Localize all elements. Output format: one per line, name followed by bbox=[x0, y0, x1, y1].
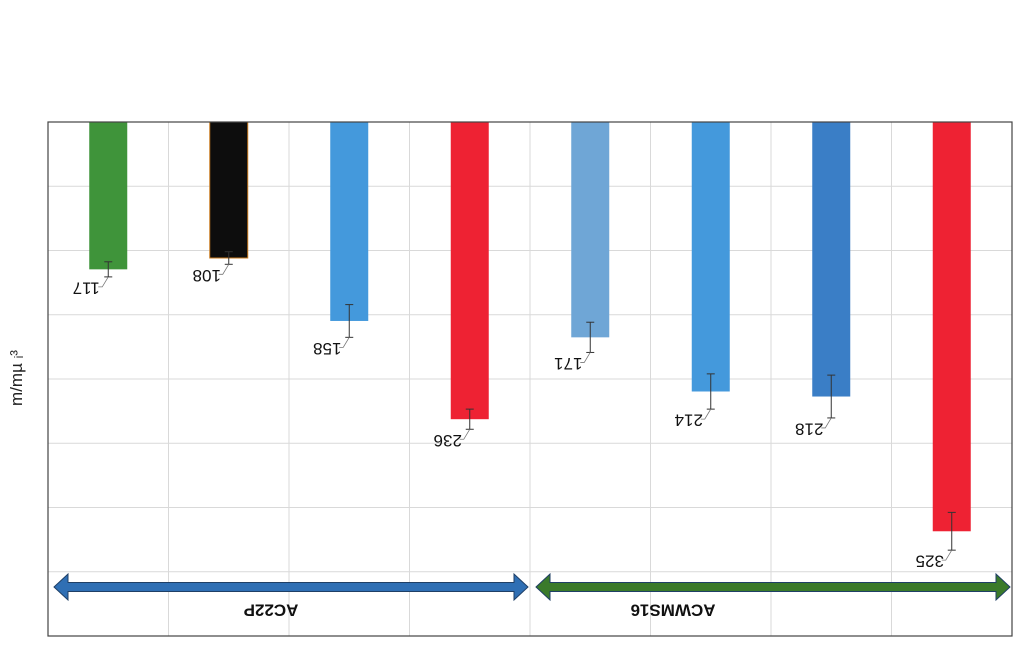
value-label: 171 bbox=[554, 354, 582, 373]
bar bbox=[812, 122, 851, 397]
chart-grid bbox=[48, 122, 1012, 636]
value-label: 108 bbox=[193, 266, 221, 285]
bar bbox=[89, 122, 128, 270]
bar bbox=[932, 122, 971, 532]
bar bbox=[209, 121, 249, 259]
label-leader bbox=[339, 337, 350, 348]
value-label: 218 bbox=[795, 419, 823, 438]
bar bbox=[330, 122, 369, 321]
chart-group-arrows: AC22P ACWMS16 bbox=[53, 572, 1011, 620]
label-leader bbox=[218, 264, 230, 275]
value-label: 236 bbox=[434, 431, 462, 450]
label-leader bbox=[941, 549, 953, 561]
label-leader bbox=[459, 429, 471, 440]
chart-value-labels: 117 108 158 236 171 214 218 325 bbox=[73, 264, 953, 571]
value-label: 214 bbox=[675, 411, 703, 430]
plot-frame bbox=[47, 121, 1013, 637]
bar bbox=[691, 122, 730, 392]
value-label: 158 bbox=[313, 339, 341, 358]
bar bbox=[571, 122, 610, 338]
group-label: AC22P bbox=[244, 601, 299, 620]
label-leader bbox=[580, 352, 591, 363]
chart-bars bbox=[89, 121, 971, 551]
value-label: 325 bbox=[916, 552, 944, 571]
group-arrow bbox=[53, 572, 529, 602]
value-label: 117 bbox=[73, 278, 100, 297]
y-axis-label: m/mµ ᵢ³ bbox=[7, 350, 26, 406]
label-leader bbox=[821, 417, 832, 429]
label-leader bbox=[98, 276, 109, 288]
group-arrow bbox=[535, 572, 1011, 602]
group-label: ACWMS16 bbox=[630, 601, 715, 620]
label-leader bbox=[700, 408, 712, 420]
bar bbox=[450, 122, 489, 420]
